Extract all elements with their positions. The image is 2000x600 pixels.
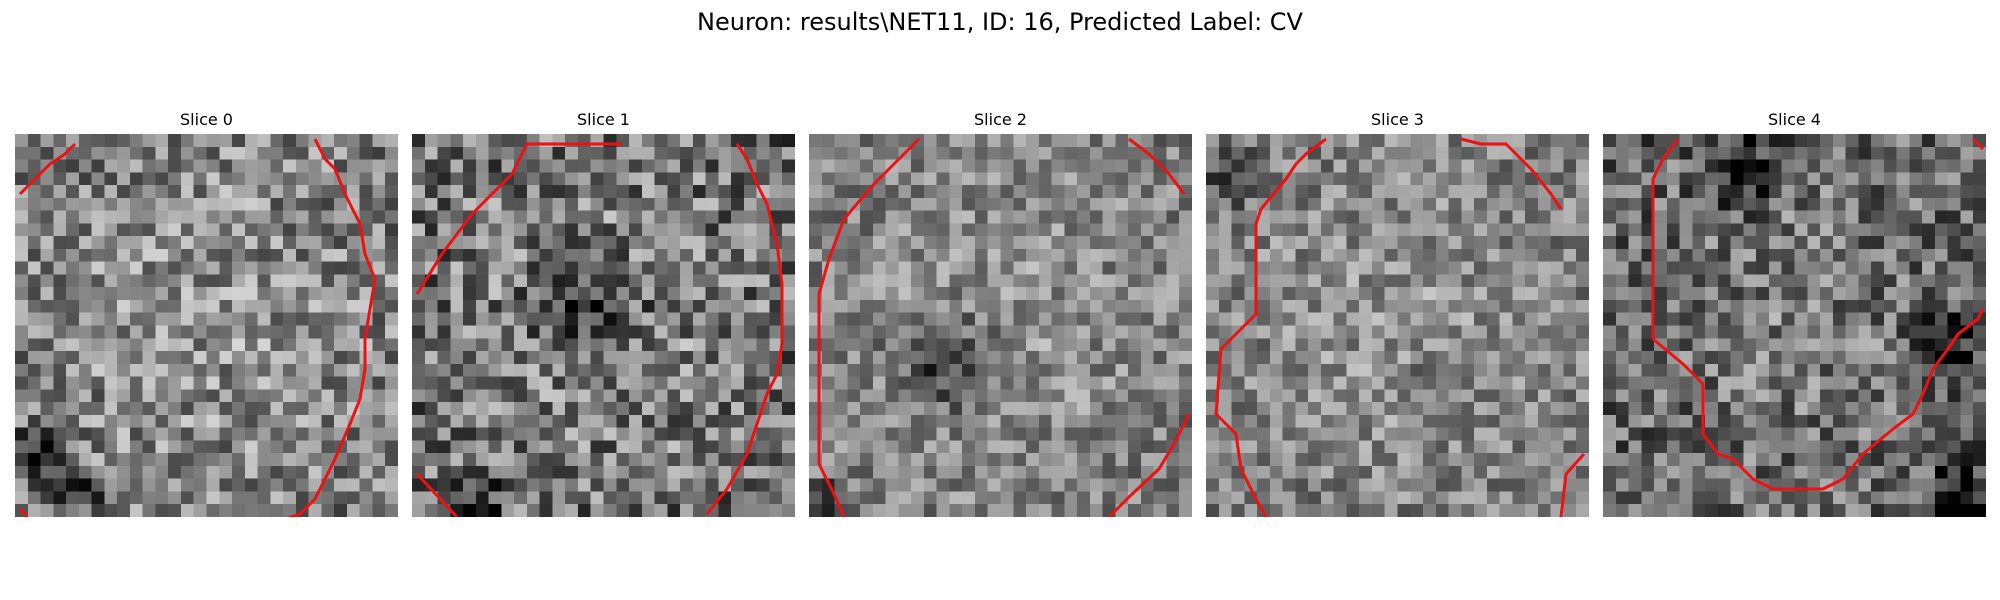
slice-0-title: Slice 0 bbox=[180, 110, 233, 129]
contour-segment bbox=[286, 138, 377, 517]
contour-segment bbox=[1214, 137, 1327, 517]
slice-2-pixels bbox=[809, 134, 1192, 517]
slice-1-contour bbox=[415, 142, 784, 517]
contour-segment bbox=[1460, 137, 1563, 210]
slice-4-title: Slice 4 bbox=[1768, 110, 1821, 129]
contour-segment bbox=[18, 142, 77, 196]
slice-2-image bbox=[809, 134, 1192, 517]
contour-segment bbox=[1128, 137, 1186, 195]
slice-0-pixels bbox=[15, 134, 398, 517]
contour-segment bbox=[415, 472, 459, 517]
contour-segment bbox=[1559, 452, 1586, 517]
figure-title: Neuron: results\NET11, ID: 16, Predicted… bbox=[697, 8, 1303, 36]
slice-1-title: Slice 1 bbox=[577, 110, 630, 129]
slice-1-image bbox=[412, 134, 795, 517]
slice-3-title: Slice 3 bbox=[1371, 110, 1424, 129]
slice-1-pixels bbox=[412, 134, 795, 517]
contour-segment bbox=[1107, 413, 1191, 517]
contour-segment bbox=[1651, 138, 1985, 491]
slice-2-contour bbox=[817, 137, 1191, 517]
slice-0-image bbox=[15, 134, 398, 517]
contour-segment bbox=[1971, 137, 1985, 151]
slice-4-image bbox=[1603, 134, 1986, 517]
contour-segment bbox=[415, 142, 622, 295]
slice-3-contour bbox=[1214, 137, 1586, 517]
contour-segment bbox=[705, 143, 784, 515]
contour-segment bbox=[18, 508, 29, 517]
contour-segment bbox=[817, 137, 921, 517]
slice-2-title: Slice 2 bbox=[974, 110, 1027, 129]
slice-0-contour bbox=[18, 138, 377, 517]
slice-3-image bbox=[1206, 134, 1589, 517]
slice-4-pixels bbox=[1603, 134, 1986, 517]
slice-4-contour bbox=[1651, 137, 1985, 491]
